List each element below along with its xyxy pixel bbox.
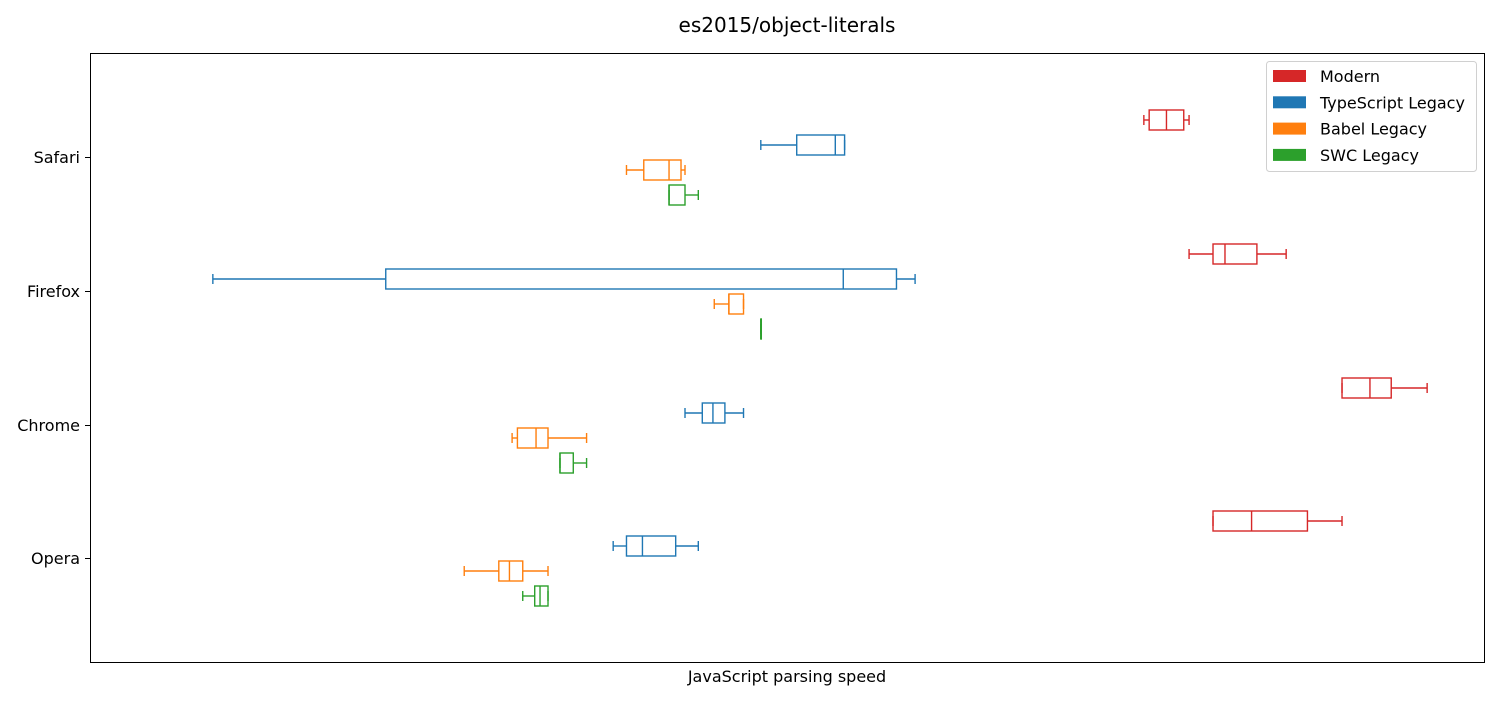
box-babel-legacy-firefox	[713, 293, 745, 315]
iqr-box	[1212, 510, 1309, 532]
chart-title: es2015/object-literals	[679, 13, 896, 37]
legend-swatch-babel-legacy	[1273, 122, 1306, 135]
iqr-box	[668, 184, 686, 206]
legend-label-swc-legacy: SWC Legacy	[1320, 146, 1419, 165]
iqr-box	[559, 452, 574, 474]
y-tick-label-chrome: Chrome	[17, 416, 80, 435]
box-modern-firefox	[1188, 243, 1287, 265]
box-typescript-legacy-firefox	[212, 268, 916, 290]
box-modern-chrome	[1341, 377, 1428, 399]
box-modern-opera	[1212, 510, 1343, 532]
box-typescript-legacy-opera	[612, 535, 699, 557]
legend-label-typescript-legacy: TypeScript Legacy	[1319, 93, 1465, 112]
iqr-box	[516, 427, 549, 449]
iqr-box	[796, 134, 846, 156]
y-tick-label-firefox: Firefox	[27, 282, 80, 301]
boxes-layer	[212, 109, 1428, 607]
plot-area-frame	[90, 53, 1485, 663]
y-tick-label-opera: Opera	[31, 549, 80, 568]
iqr-box	[643, 159, 682, 181]
box-swc-legacy-chrome	[559, 452, 588, 474]
legend-swatch-modern	[1273, 70, 1306, 82]
y-tick-label-safari: Safari	[34, 148, 80, 167]
box-swc-legacy-firefox	[760, 318, 763, 340]
legend-swatch-swc-legacy	[1273, 148, 1306, 161]
iqr-box	[1212, 243, 1258, 265]
box-typescript-legacy-safari	[760, 134, 846, 156]
iqr-box	[728, 293, 745, 315]
legend-swatch-typescript-legacy	[1273, 96, 1306, 109]
iqr-box	[534, 585, 549, 607]
legend: Modern TypeScript Legacy Babel Legacy SWC L…	[1266, 61, 1477, 172]
legend-label-babel-legacy: Babel Legacy	[1320, 120, 1427, 139]
box-swc-legacy-safari	[668, 184, 699, 206]
box-typescript-legacy-chrome	[684, 402, 745, 424]
iqr-box	[1341, 377, 1392, 399]
x-axis-label: JavaScript parsing speed	[687, 667, 886, 686]
box-babel-legacy-opera	[463, 560, 549, 582]
iqr-box	[498, 560, 524, 582]
box-modern-safari	[1143, 109, 1190, 131]
box-babel-legacy-chrome	[511, 427, 588, 449]
legend-frame	[1266, 61, 1477, 172]
legend-label-modern: Modern	[1320, 67, 1380, 86]
box-swc-legacy-opera	[522, 585, 549, 607]
y-axis: Safari Firefox Chrome Opera	[17, 148, 90, 568]
iqr-box	[385, 268, 898, 290]
box-babel-legacy-safari	[625, 159, 686, 181]
iqr-box	[625, 535, 677, 557]
